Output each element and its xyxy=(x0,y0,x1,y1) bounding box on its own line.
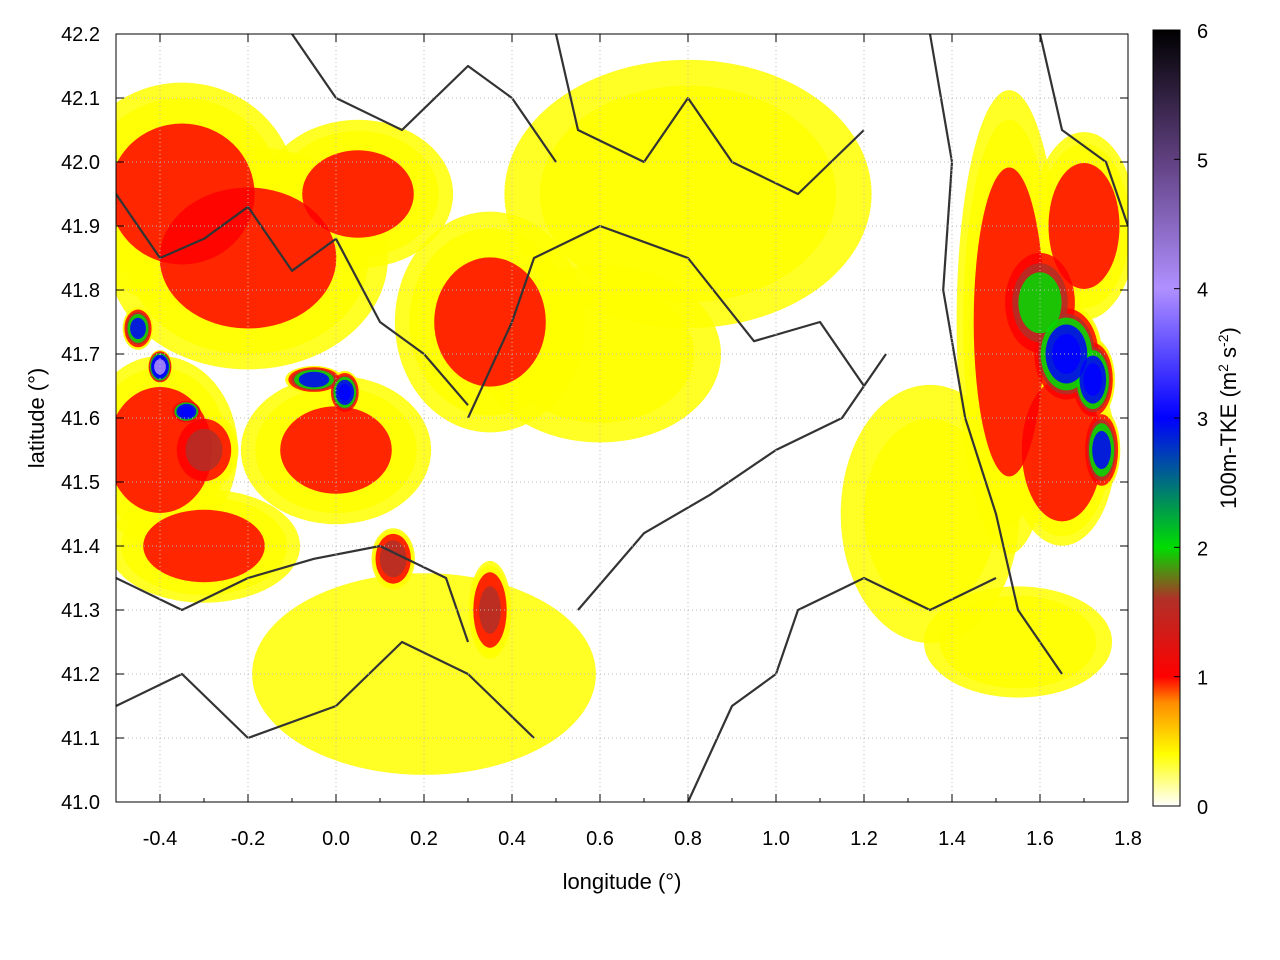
x-tick-label: 0.6 xyxy=(586,828,614,850)
y-tick-label: 41.8 xyxy=(61,280,100,302)
x-tick-label: 0.2 xyxy=(410,828,438,850)
colorbar-ticks: 0 1 2 3 4 5 6 xyxy=(1174,21,1208,819)
x-tick-label: -0.4 xyxy=(143,828,177,850)
x-tick-label: 1.0 xyxy=(762,828,790,850)
colorbar-title-main: 100m-TKE (m xyxy=(1216,372,1241,509)
y-tick-label: 41.9 xyxy=(61,216,100,238)
colorbar-title-end: ) xyxy=(1216,327,1241,334)
heat-cell xyxy=(863,418,997,610)
heatmap-layer xyxy=(116,59,1128,775)
colorbar-tick-label: 1 xyxy=(1197,668,1208,690)
colorbar-title-sup2: -2 xyxy=(1215,334,1231,347)
heat-cell xyxy=(338,384,352,401)
heat-cell xyxy=(379,540,407,578)
heat-cell xyxy=(1083,363,1103,396)
colorbar-tick-label: 0 xyxy=(1197,797,1208,819)
x-axis-title: longitude (°) xyxy=(563,869,682,894)
y-tick-label: 41.7 xyxy=(61,344,100,366)
contour-line xyxy=(116,193,469,406)
y-tick-label: 41.6 xyxy=(61,408,100,430)
heat-cell xyxy=(1092,430,1111,470)
x-tick-label: 0.8 xyxy=(674,828,702,850)
y-tick-label: 42.2 xyxy=(61,24,100,46)
grid-lines xyxy=(116,33,1129,803)
colorbar-title-mid: s xyxy=(1216,347,1241,364)
y-tick-label: 41.0 xyxy=(61,792,100,814)
heat-cell xyxy=(1021,378,1103,522)
contour-line xyxy=(116,544,470,643)
y-tick-label: 41.4 xyxy=(61,536,100,558)
x-tick-label: 1.8 xyxy=(1114,828,1142,850)
y-tick-label: 42.0 xyxy=(61,152,100,174)
y-tick-label: 41.5 xyxy=(61,472,100,494)
x-tick-label: 0.0 xyxy=(322,828,350,850)
x-tick-label: 1.2 xyxy=(850,828,878,850)
x-axis-ticks: -0.4 -0.2 0.0 0.2 0.4 0.6 0.8 1.0 1.2 1.4 1.6 1.8 xyxy=(115,34,1142,850)
heat-cell xyxy=(185,428,223,472)
y-axis-title: latitude (°) xyxy=(24,368,49,469)
x-tick-label: 0.4 xyxy=(498,828,526,850)
y-tick-label: 41.2 xyxy=(61,664,100,686)
heat-cell xyxy=(130,317,146,339)
heat-cell xyxy=(298,371,330,388)
heat-cell xyxy=(178,405,195,418)
colorbar-tick-label: 4 xyxy=(1197,280,1208,302)
colorbar-title: 100m-TKE (m2 s-2) xyxy=(1215,327,1241,509)
contour-line xyxy=(467,224,865,419)
contour-line xyxy=(1038,34,1128,227)
heat-cell xyxy=(479,586,501,634)
contour-line xyxy=(687,576,997,802)
colorbar-tick-label: 3 xyxy=(1197,409,1208,431)
y-tick-label: 41.1 xyxy=(61,728,100,750)
y-axis-ticks: 41.0 41.1 41.2 41.3 41.4 41.5 41.6 41.7 41.8 41.9… xyxy=(61,24,1128,814)
colorbar-title-sup1: 2 xyxy=(1215,364,1231,372)
heat-cell xyxy=(434,257,546,387)
colorbar-tick-label: 2 xyxy=(1197,538,1208,560)
x-tick-label: 1.6 xyxy=(1026,828,1054,850)
x-tick-label: 1.4 xyxy=(938,828,966,850)
heat-cell xyxy=(302,150,414,238)
colorbar-tick-label: 5 xyxy=(1197,150,1208,172)
contour-line xyxy=(291,34,557,163)
colorbar-tick-label: 6 xyxy=(1197,21,1208,43)
x-tick-label: -0.2 xyxy=(231,828,265,850)
y-tick-label: 41.3 xyxy=(61,600,100,622)
heat-cell xyxy=(1052,334,1081,374)
y-tick-label: 42.1 xyxy=(61,88,100,110)
